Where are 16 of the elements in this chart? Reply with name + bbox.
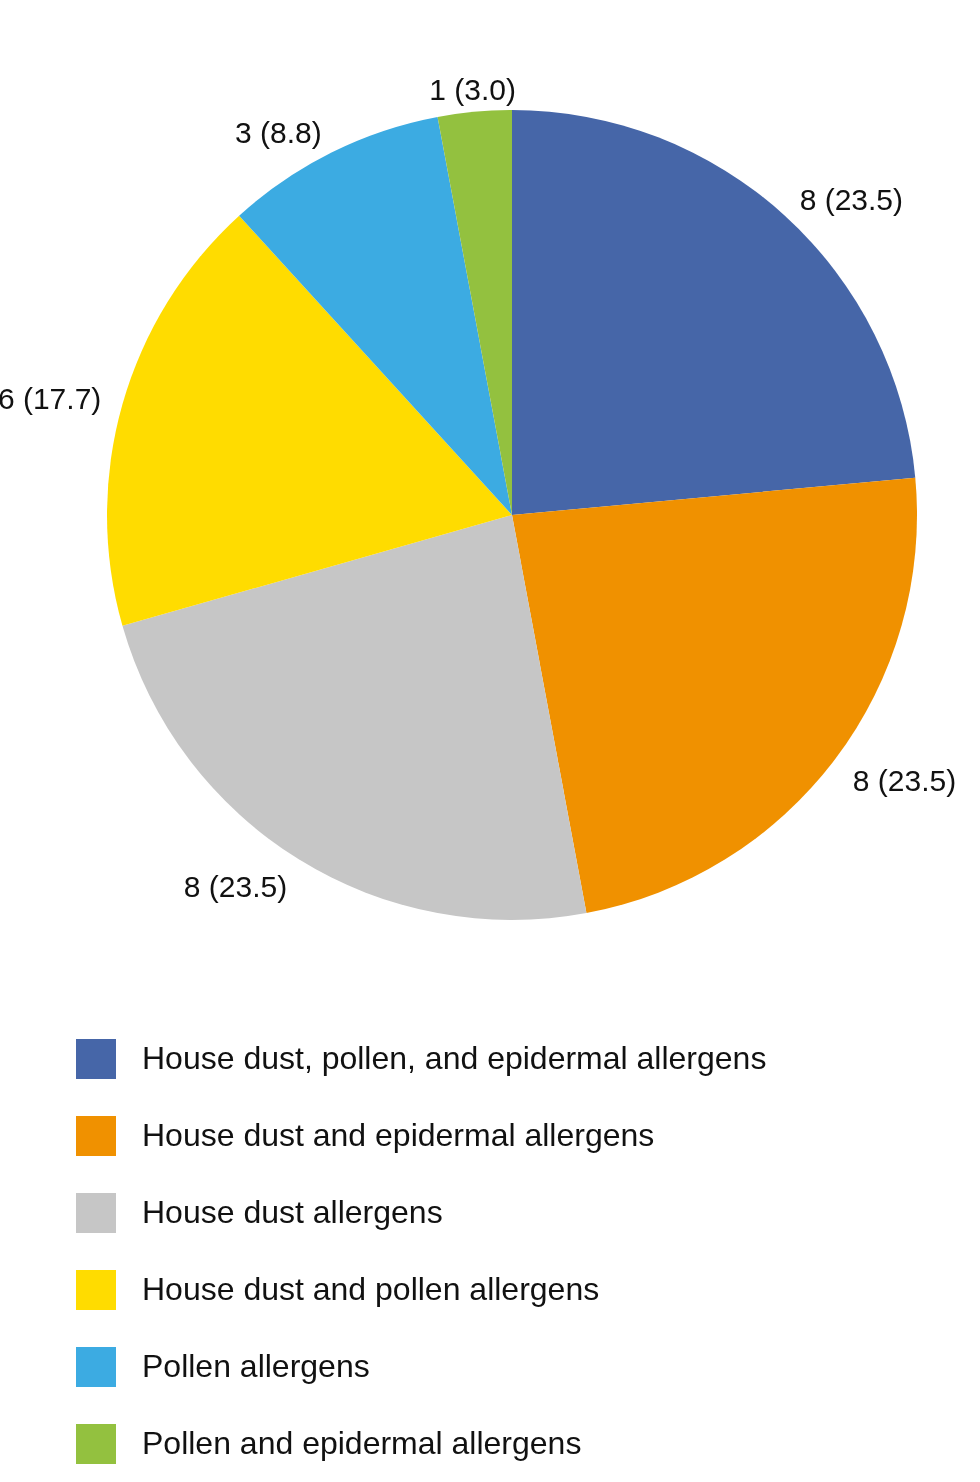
legend-label: House dust, pollen, and epidermal allergens xyxy=(142,1040,767,1077)
data-label: 8 (23.5) xyxy=(799,182,904,216)
data-label: 6 (17.7) xyxy=(0,381,102,415)
data-label: 3 (8.8) xyxy=(234,116,322,150)
pie-slice xyxy=(512,110,916,515)
pie-slice xyxy=(437,110,512,515)
legend-label: Pollen and epidermal allergens xyxy=(142,1425,582,1462)
legend-label: House dust and pollen allergens xyxy=(142,1271,600,1308)
data-label: 8 (23.5) xyxy=(852,763,957,797)
legend-label: Pollen allergens xyxy=(142,1348,370,1385)
pie-slice xyxy=(107,215,512,626)
data-label: 1 (3.0) xyxy=(429,73,516,107)
pie-slice xyxy=(122,515,587,920)
data-label: 8 (23.5) xyxy=(183,869,288,903)
legend-label: House dust and epidermal allergens xyxy=(142,1117,655,1154)
legend-label: House dust allergens xyxy=(142,1194,443,1231)
